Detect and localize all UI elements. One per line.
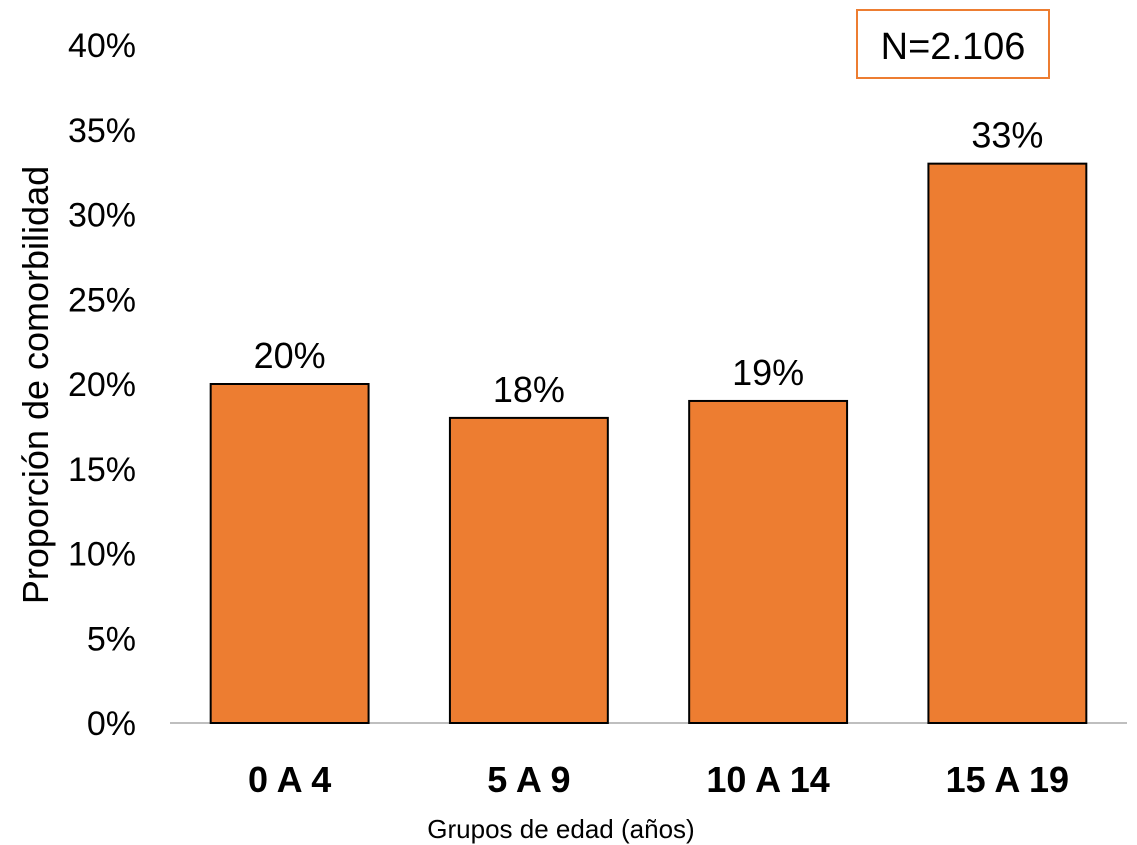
category-labels: 0 A 4 5 A 9 10 A 14 15 A 19 (248, 759, 1069, 800)
sample-size-annotation: N=2.106 (881, 26, 1026, 68)
annotation-box (856, 9, 1050, 79)
y-tick-label: 0% (87, 705, 136, 743)
category-label: 15 A 19 (946, 759, 1069, 800)
y-tick-label: 15% (68, 451, 136, 489)
y-axis-ticks: 0% 5% 10% 15% 20% 25% 30% 35% 40% (68, 27, 136, 743)
x-axis-label: Grupos de edad (años) (427, 814, 694, 844)
bars (209, 162, 1088, 724)
y-tick-label: 20% (68, 366, 136, 404)
bar (209, 383, 370, 724)
bar (927, 162, 1088, 724)
y-tick-label: 40% (68, 27, 136, 65)
data-labels: 20% 18% 19% 33% (254, 115, 1044, 410)
y-tick-label: 25% (68, 281, 136, 319)
bar (448, 416, 609, 724)
y-axis-label: Proporción de comorbilidad (15, 166, 56, 604)
bar (688, 399, 849, 724)
category-label: 10 A 14 (706, 759, 829, 800)
y-tick-label: 10% (68, 536, 136, 574)
category-label: 0 A 4 (248, 759, 331, 800)
category-label: 5 A 9 (487, 759, 570, 800)
y-tick-label: 35% (68, 112, 136, 150)
data-label: 33% (971, 115, 1043, 156)
data-label: 18% (493, 369, 565, 410)
data-label: 20% (254, 335, 326, 376)
data-label: 19% (732, 352, 804, 393)
y-tick-label: 5% (87, 620, 136, 658)
y-tick-label: 30% (68, 197, 136, 235)
